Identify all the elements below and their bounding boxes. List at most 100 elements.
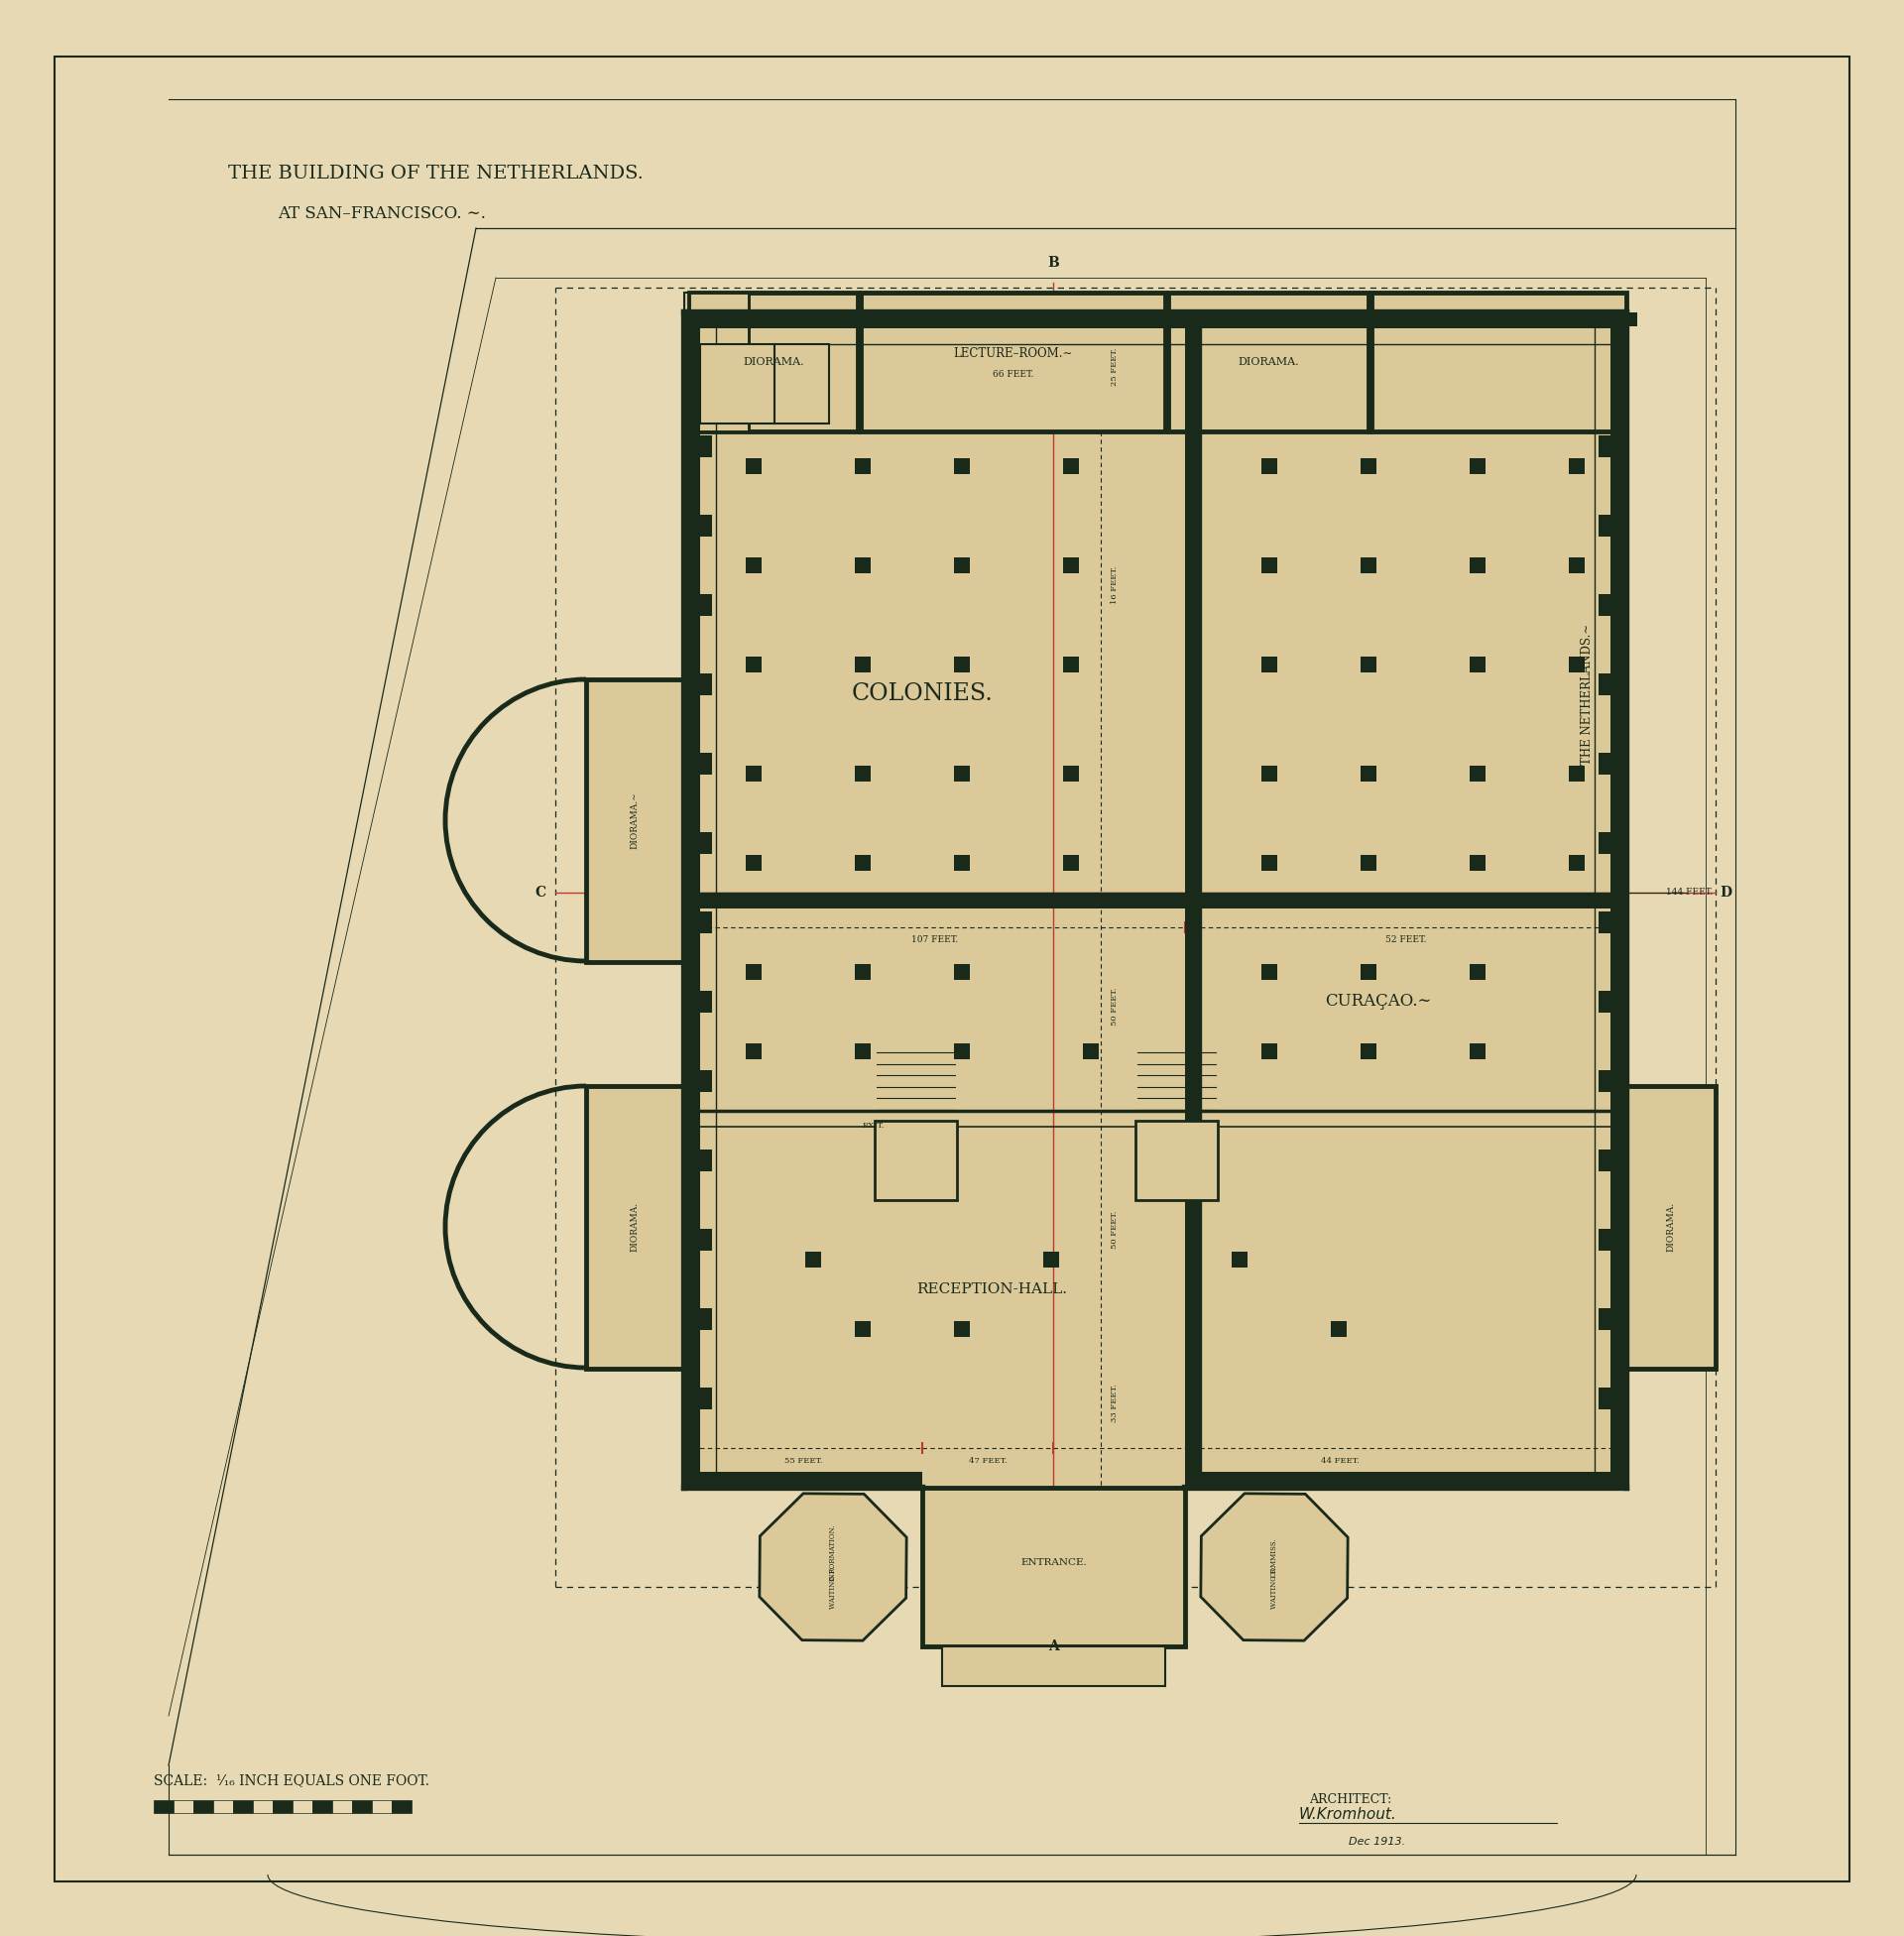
Bar — [855, 964, 870, 980]
Bar — [775, 345, 828, 424]
Bar — [922, 1487, 1184, 1646]
Bar — [941, 312, 963, 327]
Bar — [586, 680, 689, 962]
Text: LECTURE–ROOM.∼: LECTURE–ROOM.∼ — [954, 348, 1072, 360]
Bar — [1260, 856, 1278, 871]
Bar — [1299, 312, 1319, 327]
Bar — [1361, 765, 1377, 782]
Bar — [173, 1800, 194, 1812]
Bar — [1339, 312, 1359, 327]
Bar — [954, 1044, 969, 1059]
Text: THE NETHERLANDS.∼: THE NETHERLANDS.∼ — [1580, 623, 1594, 765]
Text: 25 FEET.: 25 FEET. — [1110, 348, 1120, 385]
Bar — [855, 656, 870, 672]
Bar — [1260, 765, 1278, 782]
Text: DIORAMA.: DIORAMA. — [1238, 356, 1299, 368]
Bar — [1599, 436, 1613, 457]
Text: 55 FEET.: 55 FEET. — [784, 1458, 823, 1466]
Text: WAITING R.: WAITING R. — [828, 1566, 838, 1609]
Bar — [1470, 964, 1485, 980]
Bar — [1062, 459, 1080, 474]
Bar — [863, 312, 883, 327]
Text: D: D — [1719, 885, 1731, 900]
Bar — [1361, 1044, 1377, 1059]
Bar — [1599, 991, 1613, 1013]
Bar — [1232, 1253, 1247, 1268]
Bar — [855, 1320, 870, 1338]
Text: SCALE:  ¹⁄₁₆ INCH EQUALS ONE FOOT.: SCALE: ¹⁄₁₆ INCH EQUALS ONE FOOT. — [154, 1773, 430, 1787]
Text: AT SAN–FRANCISCO. ∼.: AT SAN–FRANCISCO. ∼. — [278, 205, 486, 221]
Bar — [1361, 964, 1377, 980]
Bar — [689, 292, 748, 432]
Bar — [746, 1044, 762, 1059]
Text: 107 FEET.: 107 FEET. — [912, 935, 958, 945]
Text: COLONIES.: COLONIES. — [851, 683, 994, 705]
Bar — [1537, 312, 1557, 327]
Bar — [1569, 856, 1584, 871]
Bar — [1179, 312, 1201, 327]
Bar — [701, 892, 1611, 908]
Bar — [954, 765, 969, 782]
Bar — [1135, 1121, 1219, 1200]
Bar — [701, 345, 775, 424]
Bar — [699, 1229, 712, 1251]
Bar — [954, 856, 969, 871]
Bar — [1599, 594, 1613, 616]
Bar — [1021, 312, 1041, 327]
Text: 52 FEET.: 52 FEET. — [1384, 935, 1426, 945]
Bar — [1139, 312, 1161, 327]
Bar — [855, 765, 870, 782]
Bar — [1470, 856, 1485, 871]
Bar — [954, 964, 969, 980]
Bar — [1417, 312, 1439, 327]
Bar — [954, 459, 969, 474]
Bar — [855, 856, 870, 871]
Bar — [746, 459, 762, 474]
Bar — [954, 656, 969, 672]
Bar — [1569, 656, 1584, 672]
Bar — [746, 765, 762, 782]
Bar — [699, 1388, 712, 1409]
Bar — [1615, 312, 1637, 327]
Bar — [1599, 515, 1613, 536]
Bar — [1169, 292, 1369, 432]
Bar — [699, 912, 712, 933]
Bar — [1259, 312, 1279, 327]
Text: CURAÇAO.∼: CURAÇAO.∼ — [1325, 993, 1432, 1011]
Bar — [1062, 656, 1080, 672]
Bar — [1260, 459, 1278, 474]
Bar — [586, 1086, 689, 1369]
Bar — [1043, 1253, 1059, 1268]
Bar — [743, 312, 765, 327]
Text: DIORAMA.: DIORAMA. — [1666, 1202, 1676, 1253]
Text: ENTRANCE.: ENTRANCE. — [1021, 1558, 1087, 1566]
Bar — [805, 1253, 821, 1268]
Bar — [699, 1071, 712, 1092]
Text: 50 FEET.: 50 FEET. — [1110, 1210, 1120, 1249]
Bar — [1470, 459, 1485, 474]
Text: W.Kromhout.: W.Kromhout. — [1299, 1808, 1398, 1822]
Bar — [684, 312, 701, 1487]
Bar — [699, 515, 712, 536]
Bar — [154, 1800, 173, 1812]
Bar — [954, 558, 969, 573]
Text: 66 FEET.: 66 FEET. — [992, 370, 1034, 379]
Bar — [312, 1800, 331, 1812]
Bar — [1470, 558, 1485, 573]
Bar — [1260, 964, 1278, 980]
Bar — [1377, 312, 1399, 327]
Text: DIORAMA.∼: DIORAMA.∼ — [630, 792, 640, 848]
Bar — [1371, 292, 1626, 432]
Bar — [253, 1800, 272, 1812]
Text: 47 FEET.: 47 FEET. — [969, 1458, 1007, 1466]
Bar — [392, 1800, 411, 1812]
Bar — [1083, 1044, 1099, 1059]
Bar — [1497, 312, 1517, 327]
Bar — [272, 1800, 293, 1812]
Text: ARCHITECT:: ARCHITECT: — [1310, 1793, 1392, 1806]
Bar — [371, 1800, 392, 1812]
Text: C: C — [535, 885, 546, 900]
Bar — [901, 312, 923, 327]
Text: A: A — [1047, 1640, 1059, 1653]
Bar — [1260, 656, 1278, 672]
